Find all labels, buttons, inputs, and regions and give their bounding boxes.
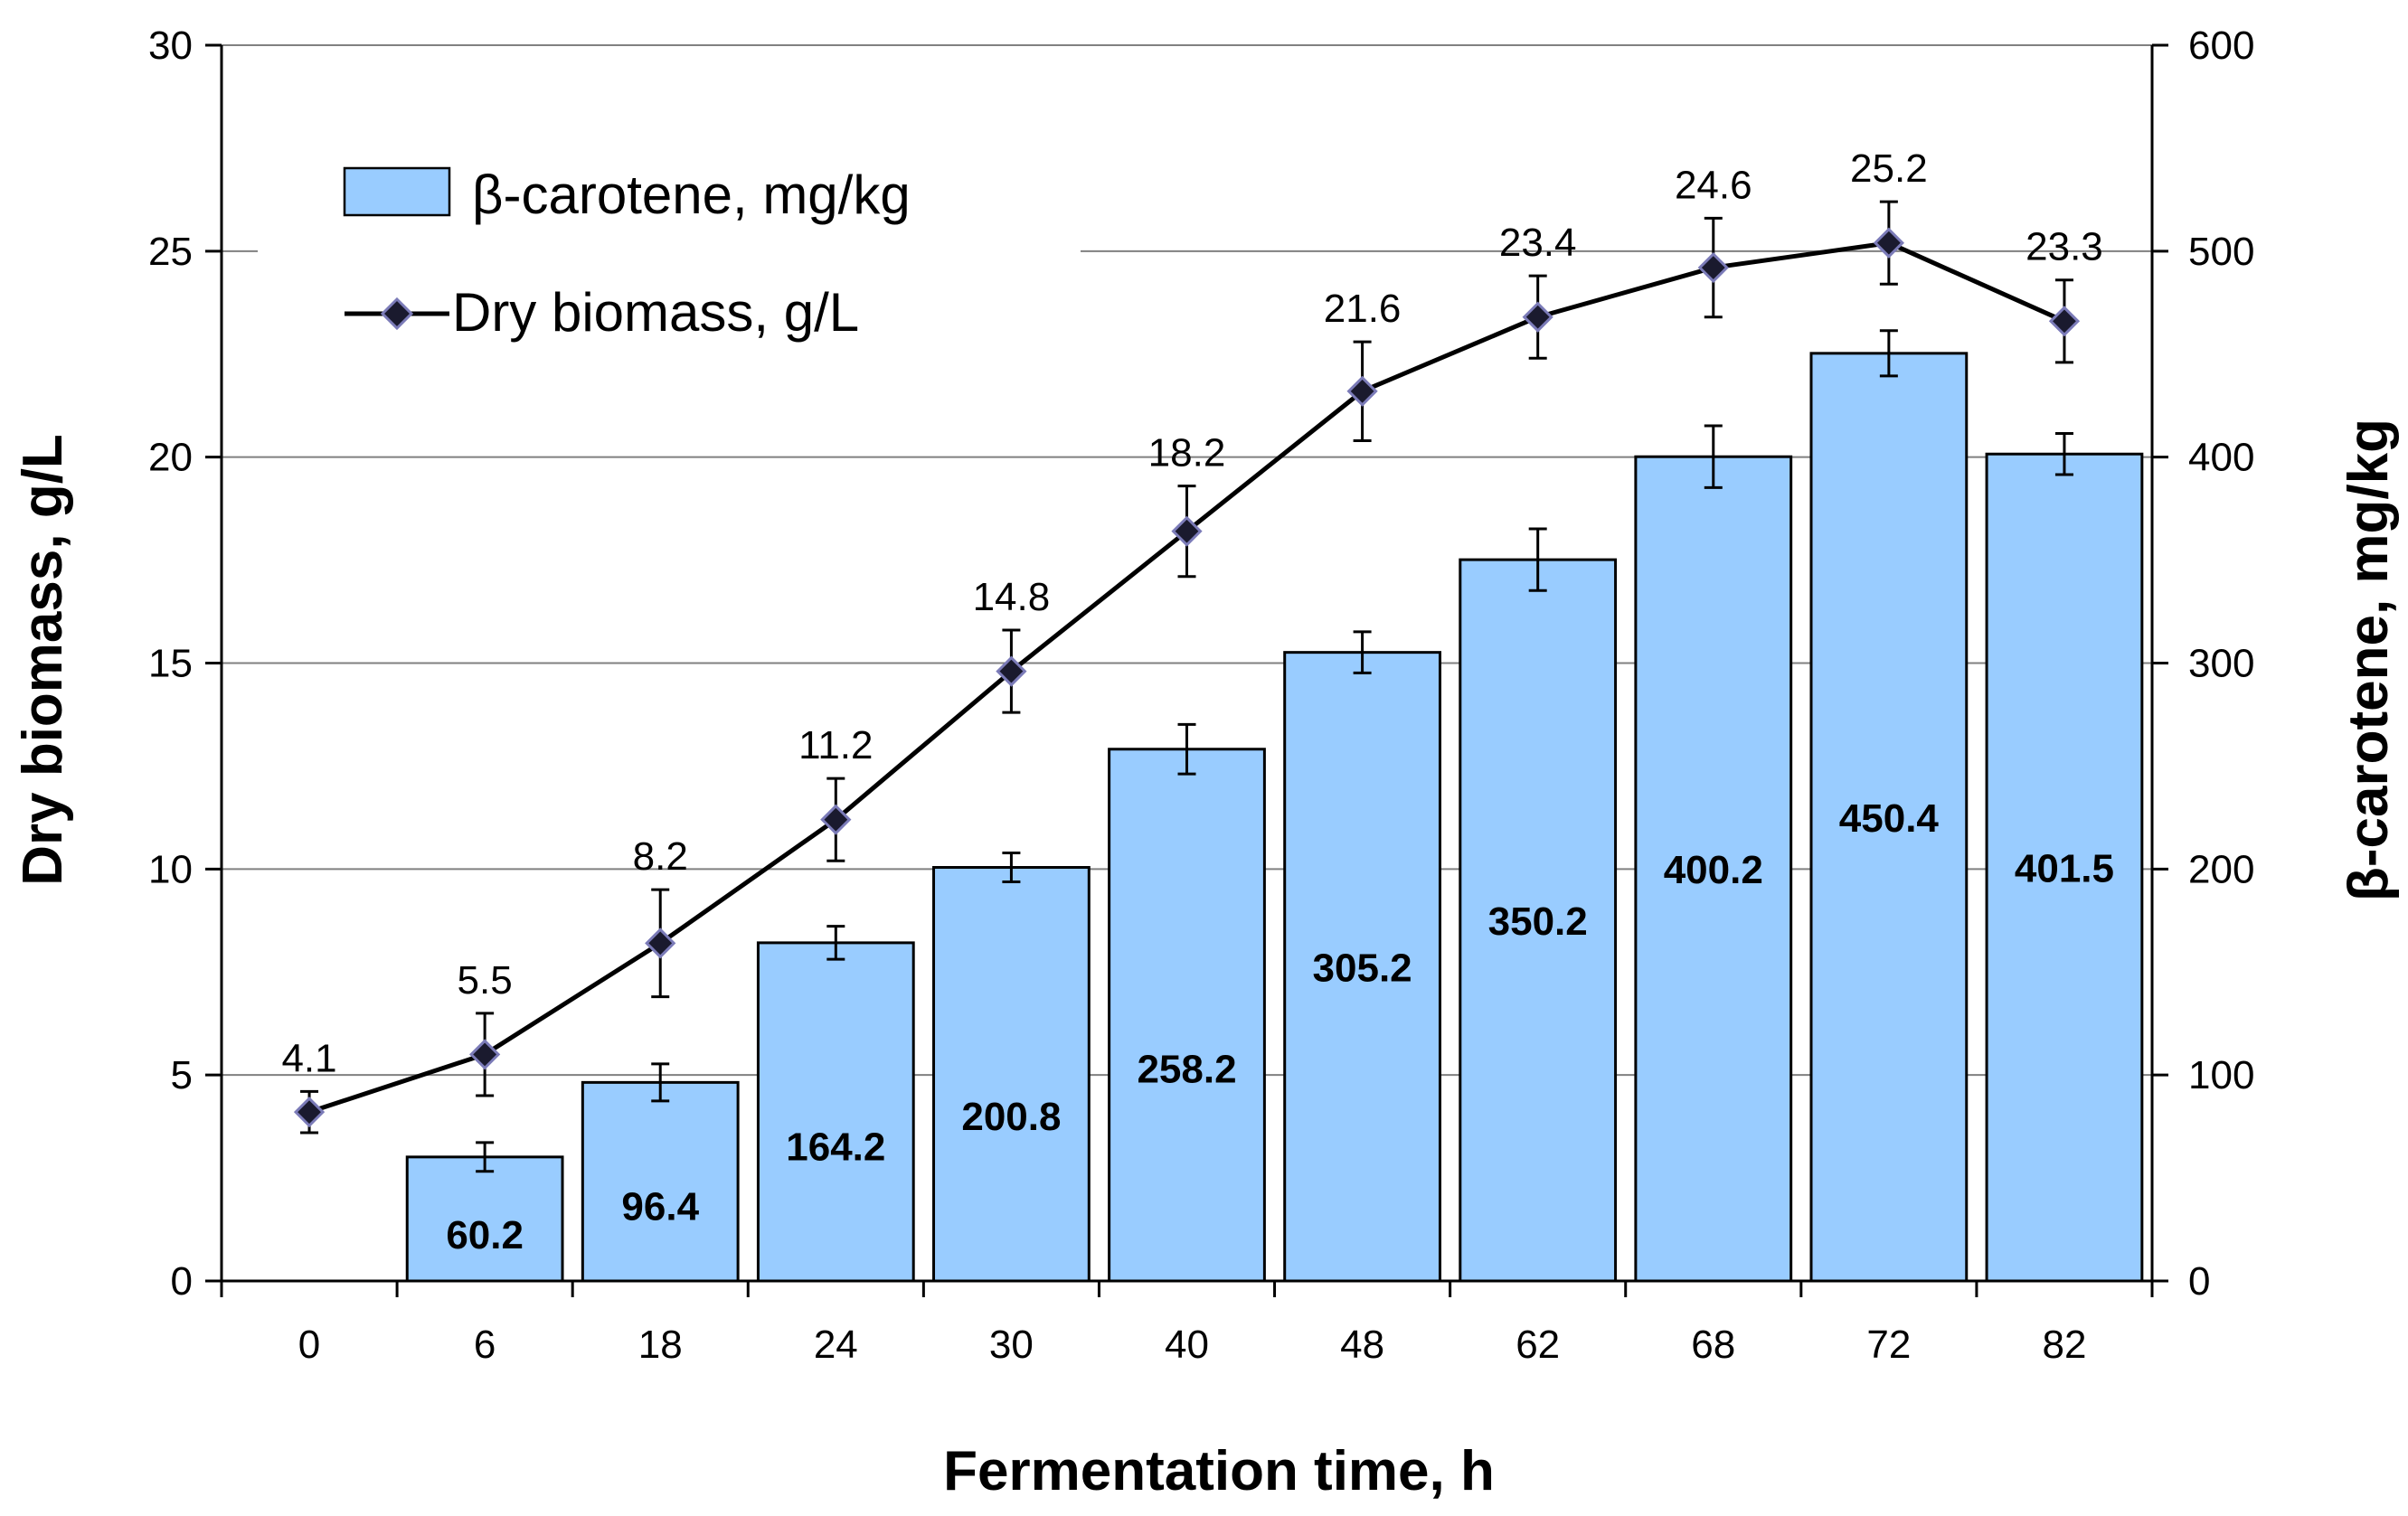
bar-data-label: 400.2 xyxy=(1664,848,1763,892)
x-tick-label: 18 xyxy=(638,1323,683,1367)
bar-data-label: 450.4 xyxy=(1839,796,1940,841)
bar xyxy=(1809,352,1969,1283)
point-data-label: 14.8 xyxy=(973,575,1051,619)
point-data-label: 4.1 xyxy=(281,1036,336,1080)
biomass-point xyxy=(469,1039,501,1070)
point-data-label: 24.6 xyxy=(1675,163,1752,207)
bar-data-label: 60.2 xyxy=(446,1213,524,1257)
biomass-point xyxy=(1522,301,1553,333)
left-y-tick-label: 0 xyxy=(171,1259,193,1304)
bar-data-label: 401.5 xyxy=(2015,847,2114,891)
bar-series xyxy=(405,329,2144,1283)
bar-data-label: 200.8 xyxy=(961,1095,1061,1139)
bar-data-label: 164.2 xyxy=(786,1125,885,1169)
line-series xyxy=(293,200,2081,1135)
left-y-tick-label: 25 xyxy=(148,230,193,274)
left-y-tick-label: 5 xyxy=(171,1053,193,1097)
point-data-label: 5.5 xyxy=(458,958,513,1003)
bar xyxy=(756,941,915,1283)
right-y-axis-title: β-carotene, mg/kg xyxy=(2337,419,2400,901)
legend-diamond-marker xyxy=(380,297,414,331)
bar xyxy=(1108,748,1266,1283)
biomass-point xyxy=(1697,251,1729,284)
biomass-point xyxy=(2048,306,2081,337)
data-labels: 60.2 96.4 164.2 200.8 258.2 305.2 350.2 400.2 45… xyxy=(281,146,2114,1257)
legend-bar-swatch xyxy=(343,166,451,217)
x-tick-label: 40 xyxy=(1165,1323,1209,1367)
left-y-tick-label: 10 xyxy=(148,847,193,891)
biomass-point xyxy=(1873,227,1904,259)
biomass-point xyxy=(1346,375,1378,407)
biomass-point xyxy=(645,927,676,959)
bar xyxy=(581,1080,740,1283)
legend: β-carotene, mg/kg Dry biomass, g/L xyxy=(258,136,1081,371)
x-tick-label: 72 xyxy=(1866,1323,1911,1367)
x-tick-label: 62 xyxy=(1516,1323,1560,1367)
bar-data-label: 96.4 xyxy=(621,1185,699,1229)
legend-line-label: Dry biomass, g/L xyxy=(452,282,859,343)
biomass-point xyxy=(996,655,1027,687)
x-tick-label: 68 xyxy=(1691,1323,1735,1367)
bar-data-label: 258.2 xyxy=(1137,1048,1236,1092)
point-data-label: 8.2 xyxy=(633,834,688,879)
left-y-axis-title: Dry biomass, g/L xyxy=(12,434,74,886)
bar-data-label: 305.2 xyxy=(1313,946,1412,990)
x-tick-label: 24 xyxy=(814,1323,858,1367)
point-data-label: 21.6 xyxy=(1324,287,1402,331)
x-tick-label: 6 xyxy=(474,1323,496,1367)
point-data-label: 11.2 xyxy=(798,723,873,767)
legend-bar-label: β-carotene, mg/kg xyxy=(472,165,911,225)
point-data-label: 23.4 xyxy=(1499,221,1577,265)
left-y-tick-label: 20 xyxy=(148,436,193,480)
bar xyxy=(1985,452,2144,1283)
right-y-tick-label: 200 xyxy=(2188,847,2254,891)
x-tick-label: 30 xyxy=(989,1323,1034,1367)
x-tick-label: 0 xyxy=(298,1323,320,1367)
point-data-label: 25.2 xyxy=(1850,146,1928,191)
left-y-tick-label: 30 xyxy=(148,24,193,68)
right-y-tick-label: 600 xyxy=(2188,24,2254,68)
right-y-tick-label: 0 xyxy=(2188,1259,2210,1304)
x-tick-label: 48 xyxy=(1340,1323,1384,1367)
point-data-label: 23.3 xyxy=(2026,225,2103,269)
biomass-point xyxy=(820,804,852,835)
right-y-tick-label: 300 xyxy=(2188,642,2254,686)
right-y-tick-label: 500 xyxy=(2188,230,2254,274)
right-y-tick-label: 400 xyxy=(2188,436,2254,480)
biomass-point xyxy=(1171,515,1203,547)
x-axis-title: Fermentation time, h xyxy=(943,1440,1495,1502)
right-y-tick-label: 100 xyxy=(2188,1053,2254,1097)
bar xyxy=(932,866,1091,1283)
left-y-tick-label: 15 xyxy=(148,642,193,686)
point-data-label: 18.2 xyxy=(1148,431,1226,476)
biomass-point xyxy=(293,1097,326,1128)
bar-data-label: 350.2 xyxy=(1488,899,1588,944)
bar xyxy=(1459,558,1618,1283)
bar xyxy=(1634,455,1793,1283)
x-tick-label: 82 xyxy=(2042,1323,2086,1367)
